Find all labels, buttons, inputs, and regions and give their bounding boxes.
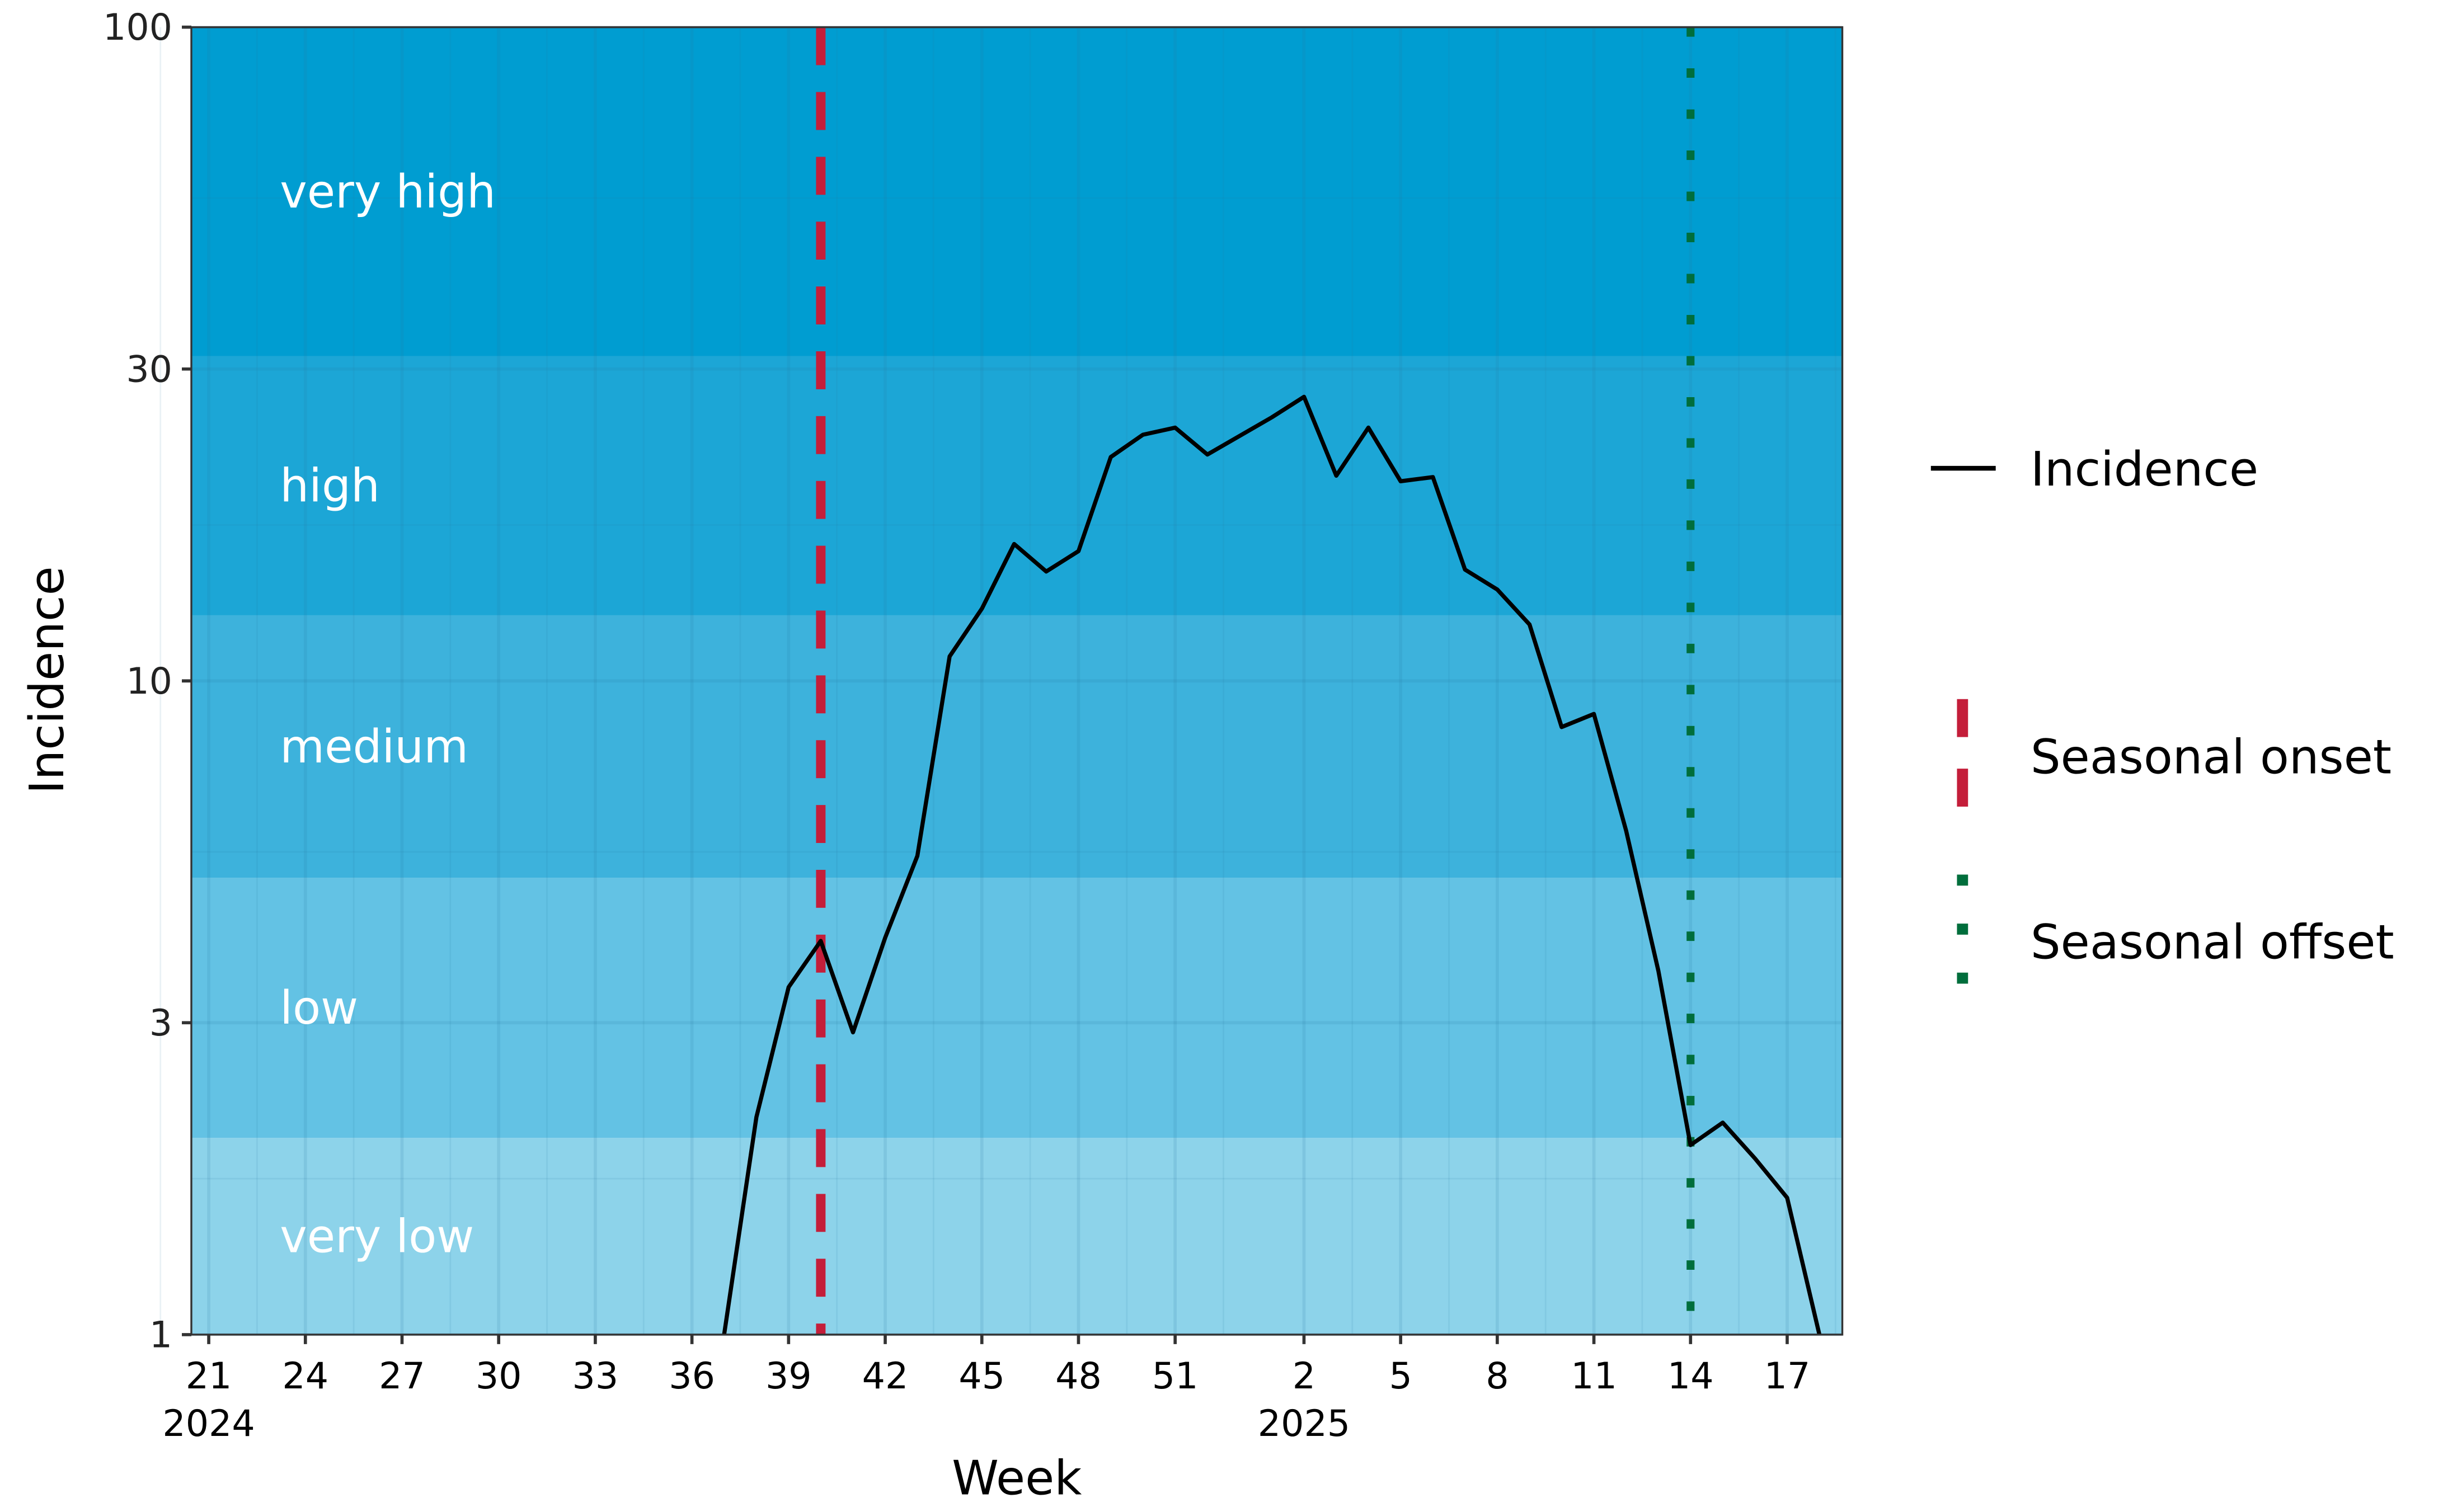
x-axis: 21 2024 24 27 30 33 36 39 42 45 48 51 2 2025 5 8 11 14 17 bbox=[162, 1334, 1811, 1445]
y-axis: 1 3 10 30 100 bbox=[103, 7, 191, 1356]
band-very-low bbox=[191, 1138, 1843, 1335]
x-tick-label: 36 bbox=[669, 1355, 715, 1397]
x-tick-label: 11 bbox=[1571, 1355, 1617, 1397]
x-tick-label: 39 bbox=[765, 1355, 812, 1397]
x-tick-label: 33 bbox=[572, 1355, 619, 1397]
x-tick-label: 30 bbox=[476, 1355, 522, 1397]
incidence-line bbox=[722, 394, 1822, 1335]
band-low bbox=[191, 878, 1843, 1138]
y-tick-label: 100 bbox=[103, 7, 172, 49]
y-tick-label: 1 bbox=[149, 1315, 172, 1356]
x-tick-label: 8 bbox=[1486, 1355, 1509, 1397]
x-tick-label: 48 bbox=[1055, 1355, 1102, 1397]
x-tick-label: 51 bbox=[1152, 1355, 1199, 1397]
band-label-very-low: very low bbox=[280, 1210, 474, 1263]
legend: Incidence Seasonal onset Seasonal offset bbox=[1930, 441, 2394, 1011]
x-tick-label: 45 bbox=[958, 1355, 1005, 1397]
band-label-high: high bbox=[280, 460, 380, 513]
band-very-high bbox=[191, 27, 1843, 356]
x-tick-label: 24 bbox=[282, 1355, 328, 1397]
x-tick-label: 17 bbox=[1764, 1355, 1811, 1397]
band-high bbox=[191, 356, 1843, 615]
legend-incidence-label: Incidence bbox=[2031, 441, 2258, 497]
series-lines bbox=[722, 394, 1822, 1335]
band-medium bbox=[191, 615, 1843, 878]
y-tick-label: 10 bbox=[126, 661, 172, 703]
band-label-very-high: very high bbox=[280, 166, 496, 219]
x-tick-label: 27 bbox=[379, 1355, 425, 1397]
y-axis-title: Incidence bbox=[19, 566, 74, 794]
band-label-medium: medium bbox=[280, 720, 468, 774]
y-tick-label: 3 bbox=[149, 1002, 172, 1044]
x-axis-title: Week bbox=[952, 1450, 1082, 1505]
threshold-bands bbox=[191, 27, 1843, 1335]
x-tick-label: 21 bbox=[186, 1355, 232, 1397]
legend-onset-label: Seasonal onset bbox=[2031, 729, 2391, 785]
x-tick-label: 14 bbox=[1667, 1355, 1714, 1397]
band-label-low: low bbox=[280, 982, 358, 1035]
band-labels: very low low medium high very high bbox=[280, 166, 496, 1263]
x-tick-label: 42 bbox=[862, 1355, 909, 1397]
legend-offset-label: Seasonal offset bbox=[2031, 914, 2394, 969]
x-tick-label: 2 bbox=[1293, 1355, 1315, 1397]
x-year-label: 2024 bbox=[162, 1403, 255, 1445]
x-year-label: 2025 bbox=[1258, 1403, 1350, 1445]
x-tick-label: 5 bbox=[1389, 1355, 1412, 1397]
y-tick-label: 30 bbox=[126, 348, 172, 390]
season-markers bbox=[816, 27, 1695, 1335]
